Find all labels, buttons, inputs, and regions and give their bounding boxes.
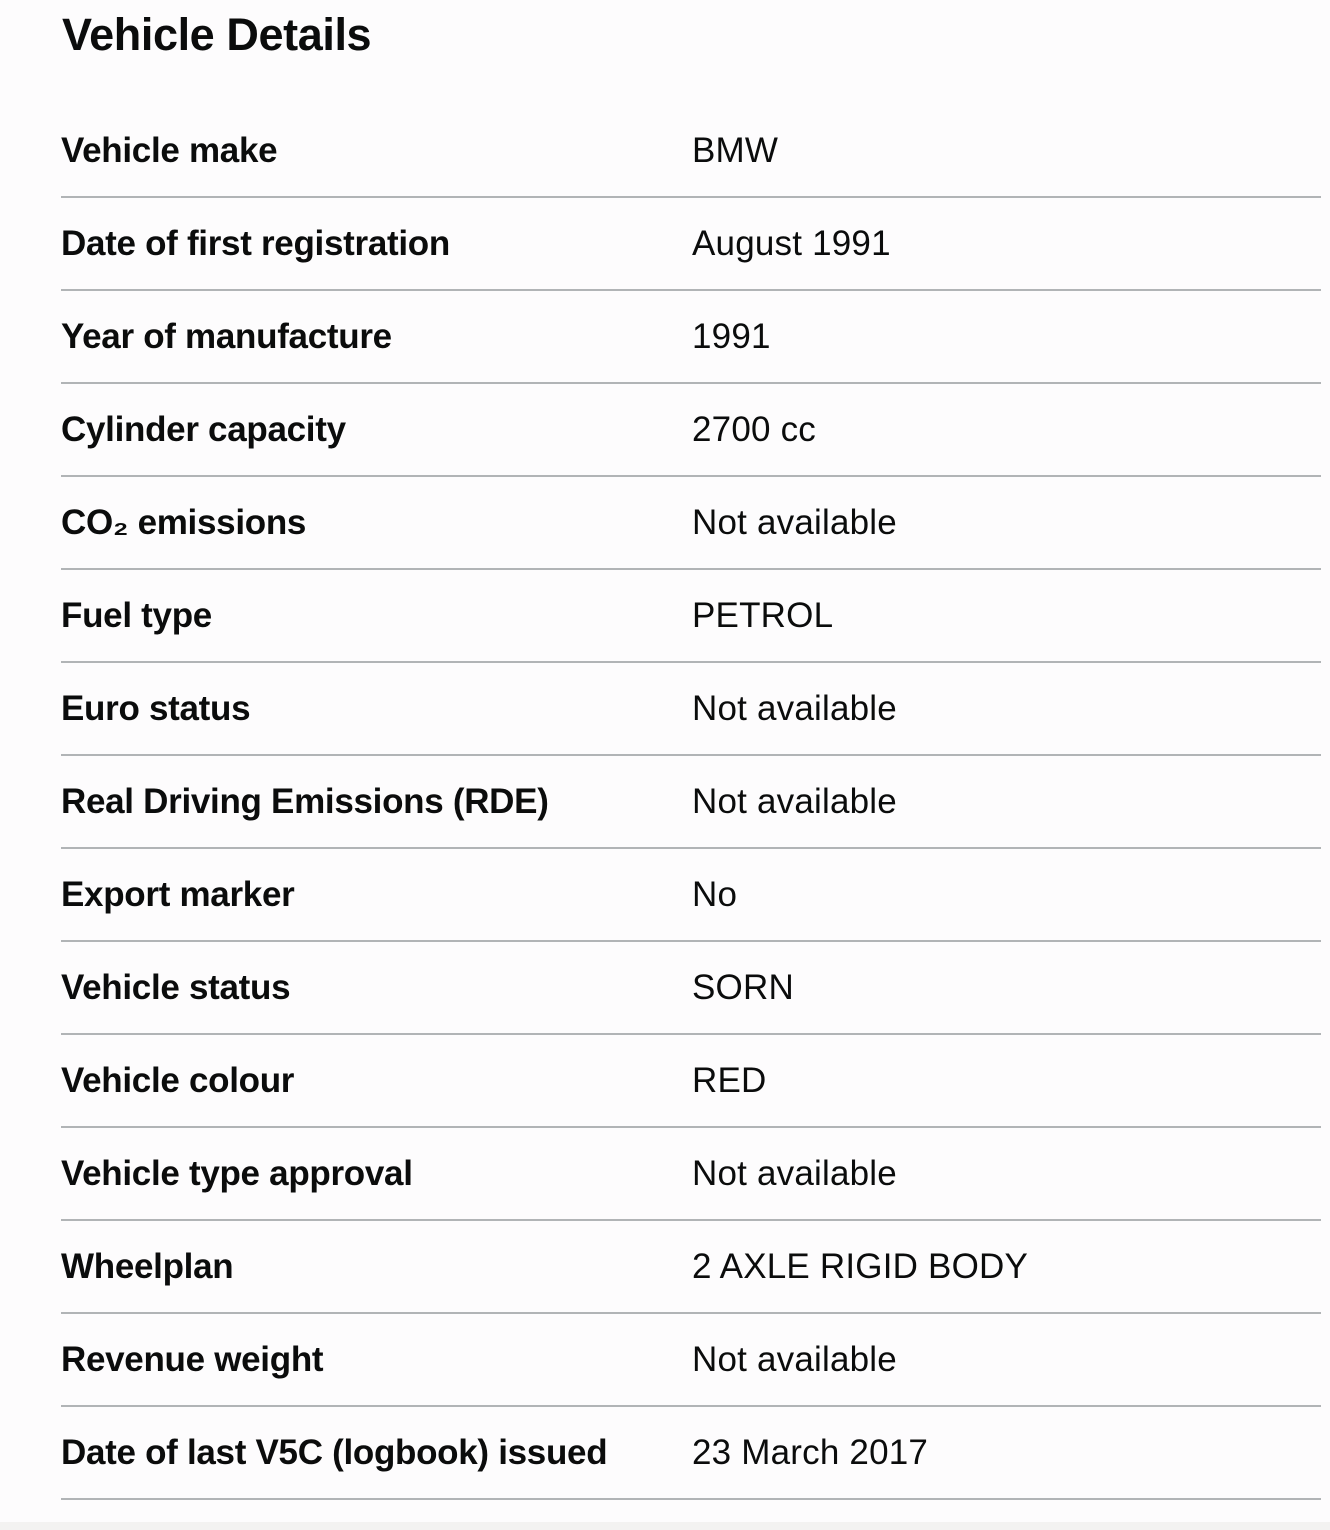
page-title: Vehicle Details	[62, 9, 372, 60]
summary-value: August 1991	[692, 223, 891, 263]
summary-row-vehicle-colour: Vehicle colour RED	[61, 1035, 1321, 1128]
summary-value: 1991	[692, 316, 771, 356]
summary-key: Euro status	[61, 688, 251, 728]
summary-value: Not available	[692, 1339, 897, 1379]
summary-key: CO₂ emissions	[61, 502, 307, 542]
summary-value: Not available	[692, 1153, 897, 1193]
summary-value: 2 AXLE RIGID BODY	[692, 1246, 1029, 1286]
summary-row-cylinder-capacity: Cylinder capacity 2700 cc	[61, 384, 1321, 477]
summary-value: BMW	[692, 130, 779, 170]
summary-key: Cylinder capacity	[61, 409, 346, 449]
summary-row-export-marker: Export marker No	[61, 849, 1321, 942]
summary-row-vehicle-make: Vehicle make BMW	[61, 105, 1321, 198]
summary-key: Vehicle status	[61, 967, 291, 1007]
summary-key: Real Driving Emissions (RDE)	[61, 781, 549, 821]
summary-row-real-driving-emissions: Real Driving Emissions (RDE) Not availab…	[61, 756, 1321, 849]
summary-key: Vehicle make	[61, 130, 278, 170]
summary-value: Not available	[692, 781, 897, 821]
summary-key: Vehicle colour	[61, 1060, 295, 1100]
summary-row-vehicle-type-approval: Vehicle type approval Not available	[61, 1128, 1321, 1221]
summary-key: Date of last V5C (logbook) issued	[61, 1432, 608, 1472]
summary-row-year-of-manufacture: Year of manufacture 1991	[61, 291, 1321, 384]
summary-key: Wheelplan	[61, 1246, 234, 1286]
summary-key: Date of first registration	[61, 223, 450, 263]
summary-value: PETROL	[692, 595, 834, 635]
summary-value: RED	[692, 1060, 767, 1100]
summary-row-vehicle-status: Vehicle status SORN	[61, 942, 1321, 1035]
summary-value: No	[692, 874, 738, 914]
summary-key: Year of manufacture	[61, 316, 392, 356]
summary-row-co2-emissions: CO₂ emissions Not available	[61, 477, 1321, 570]
vehicle-summary-list: Vehicle make BMW Date of first registrat…	[61, 105, 1321, 1500]
summary-value: SORN	[692, 967, 794, 1007]
summary-row-fuel-type: Fuel type PETROL	[61, 570, 1321, 663]
summary-key: Vehicle type approval	[61, 1153, 413, 1193]
summary-value: Not available	[692, 688, 897, 728]
page-bottom-edge	[0, 1522, 1330, 1530]
summary-row-first-registration: Date of first registration August 1991	[61, 198, 1321, 291]
summary-row-wheelplan: Wheelplan 2 AXLE RIGID BODY	[61, 1221, 1321, 1314]
summary-row-revenue-weight: Revenue weight Not available	[61, 1314, 1321, 1407]
summary-value: 23 March 2017	[692, 1432, 929, 1472]
summary-row-euro-status: Euro status Not available	[61, 663, 1321, 756]
summary-value: 2700 cc	[692, 409, 816, 449]
summary-row-last-v5c-issued: Date of last V5C (logbook) issued 23 Mar…	[61, 1407, 1321, 1500]
summary-key: Fuel type	[61, 595, 212, 635]
summary-key: Revenue weight	[61, 1339, 324, 1379]
summary-value: Not available	[692, 502, 897, 542]
summary-key: Export marker	[61, 874, 295, 914]
